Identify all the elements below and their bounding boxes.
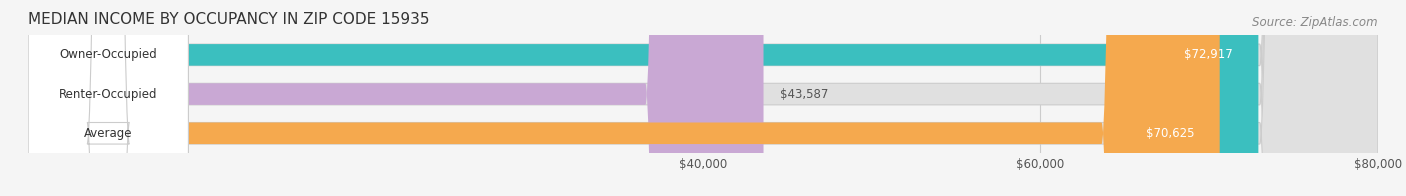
FancyBboxPatch shape [28, 0, 1258, 196]
FancyBboxPatch shape [28, 0, 1219, 196]
FancyBboxPatch shape [28, 0, 1378, 196]
FancyBboxPatch shape [28, 0, 188, 196]
Text: Renter-Occupied: Renter-Occupied [59, 88, 157, 101]
Text: $70,625: $70,625 [1146, 127, 1195, 140]
Text: MEDIAN INCOME BY OCCUPANCY IN ZIP CODE 15935: MEDIAN INCOME BY OCCUPANCY IN ZIP CODE 1… [28, 12, 430, 27]
Text: $43,587: $43,587 [780, 88, 828, 101]
FancyBboxPatch shape [28, 0, 1378, 196]
Text: Average: Average [84, 127, 132, 140]
FancyBboxPatch shape [28, 0, 188, 196]
FancyBboxPatch shape [28, 0, 1378, 196]
Text: Owner-Occupied: Owner-Occupied [59, 48, 157, 61]
FancyBboxPatch shape [28, 0, 763, 196]
FancyBboxPatch shape [28, 0, 188, 196]
Text: $72,917: $72,917 [1184, 48, 1233, 61]
Text: Source: ZipAtlas.com: Source: ZipAtlas.com [1253, 16, 1378, 29]
